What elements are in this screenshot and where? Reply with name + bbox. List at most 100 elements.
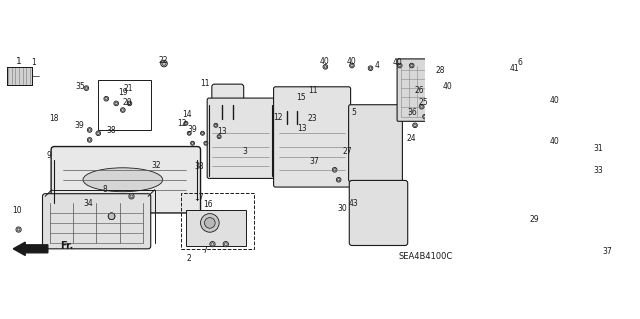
Circle shape xyxy=(122,109,124,111)
Circle shape xyxy=(191,141,195,145)
Circle shape xyxy=(104,96,109,101)
Circle shape xyxy=(556,128,560,132)
Circle shape xyxy=(424,115,426,118)
Circle shape xyxy=(214,124,217,126)
Text: 12: 12 xyxy=(273,113,282,122)
Circle shape xyxy=(493,149,496,151)
Text: 4: 4 xyxy=(375,61,380,70)
Circle shape xyxy=(556,161,560,166)
Circle shape xyxy=(87,128,92,132)
Circle shape xyxy=(413,123,417,128)
Text: 36: 36 xyxy=(408,108,417,116)
Circle shape xyxy=(554,102,556,105)
Text: 10: 10 xyxy=(12,206,22,215)
Circle shape xyxy=(185,122,187,124)
Circle shape xyxy=(557,129,559,131)
Circle shape xyxy=(161,60,167,67)
Circle shape xyxy=(223,241,228,247)
Circle shape xyxy=(184,121,188,125)
Text: 39: 39 xyxy=(188,125,198,134)
Circle shape xyxy=(497,115,499,118)
Bar xyxy=(99,80,152,130)
Circle shape xyxy=(556,114,560,119)
Text: 13: 13 xyxy=(217,127,227,136)
Text: 38: 38 xyxy=(195,162,204,171)
Text: 34: 34 xyxy=(83,199,93,208)
Text: 7: 7 xyxy=(202,246,207,255)
Circle shape xyxy=(105,98,108,100)
Text: 38: 38 xyxy=(107,126,116,135)
Circle shape xyxy=(422,114,428,119)
Circle shape xyxy=(557,162,559,164)
Circle shape xyxy=(211,243,214,246)
Circle shape xyxy=(410,64,413,67)
Ellipse shape xyxy=(83,168,163,192)
Text: 11: 11 xyxy=(308,85,318,95)
Circle shape xyxy=(493,102,496,105)
Text: 6: 6 xyxy=(518,58,522,67)
Circle shape xyxy=(214,123,218,127)
Circle shape xyxy=(88,129,91,131)
FancyArrow shape xyxy=(13,242,48,256)
Text: 2: 2 xyxy=(187,254,191,263)
Text: 16: 16 xyxy=(203,200,212,210)
Text: 22: 22 xyxy=(159,56,168,65)
Circle shape xyxy=(128,102,131,105)
Circle shape xyxy=(557,145,559,148)
Text: 13: 13 xyxy=(298,124,307,133)
Circle shape xyxy=(162,62,166,65)
Circle shape xyxy=(337,178,340,181)
Text: 41: 41 xyxy=(509,64,519,73)
Text: 32: 32 xyxy=(151,161,161,170)
Circle shape xyxy=(523,82,526,85)
FancyBboxPatch shape xyxy=(349,181,408,246)
Circle shape xyxy=(413,124,416,127)
Text: 27: 27 xyxy=(342,147,352,156)
Text: 1: 1 xyxy=(16,57,22,66)
Circle shape xyxy=(114,101,118,106)
Text: 40: 40 xyxy=(346,57,356,66)
Text: 25: 25 xyxy=(418,98,428,107)
Circle shape xyxy=(332,167,337,172)
Circle shape xyxy=(127,101,132,106)
Text: 37: 37 xyxy=(309,157,319,166)
Text: 14: 14 xyxy=(182,109,191,119)
Text: 24: 24 xyxy=(407,134,417,143)
Circle shape xyxy=(420,106,423,108)
FancyBboxPatch shape xyxy=(212,84,244,108)
Circle shape xyxy=(205,218,215,228)
Circle shape xyxy=(108,213,115,219)
Text: 12: 12 xyxy=(177,120,187,129)
Circle shape xyxy=(115,102,118,105)
Text: 31: 31 xyxy=(593,144,603,153)
Circle shape xyxy=(337,177,341,182)
Text: 5: 5 xyxy=(351,108,356,116)
Text: 33: 33 xyxy=(593,166,603,175)
Circle shape xyxy=(204,141,208,145)
Circle shape xyxy=(557,115,559,118)
Circle shape xyxy=(324,66,326,68)
Circle shape xyxy=(17,228,20,231)
Circle shape xyxy=(512,71,515,73)
Circle shape xyxy=(205,142,207,144)
Circle shape xyxy=(397,63,402,68)
Bar xyxy=(186,210,246,246)
Circle shape xyxy=(188,132,190,134)
Text: 37: 37 xyxy=(603,247,612,256)
Circle shape xyxy=(410,63,414,68)
Text: 28: 28 xyxy=(435,66,445,75)
Text: 18: 18 xyxy=(50,114,59,123)
Bar xyxy=(6,67,32,85)
Bar xyxy=(181,193,254,249)
Text: 1: 1 xyxy=(31,58,36,67)
Text: 19: 19 xyxy=(118,88,127,97)
Circle shape xyxy=(497,132,499,135)
Circle shape xyxy=(188,131,191,135)
Circle shape xyxy=(108,213,115,219)
Text: 23: 23 xyxy=(308,114,317,123)
Circle shape xyxy=(496,131,500,136)
Text: 11: 11 xyxy=(200,79,209,88)
Circle shape xyxy=(492,101,497,106)
Circle shape xyxy=(351,64,353,67)
FancyBboxPatch shape xyxy=(42,194,151,249)
